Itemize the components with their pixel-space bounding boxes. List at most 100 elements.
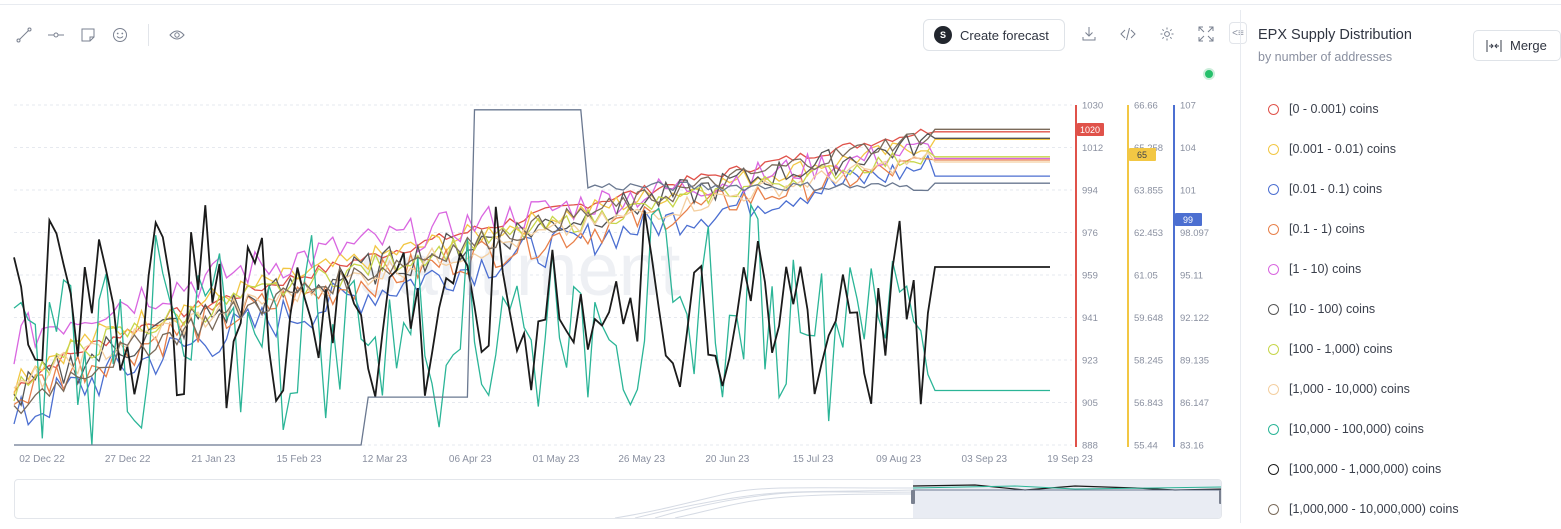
y-tick-label: 888 [1082, 441, 1098, 452]
axis-value-badge [1175, 213, 1202, 226]
axis-value-badge-label: 99 [1183, 215, 1193, 225]
y-tick-label: 59.648 [1134, 313, 1163, 324]
merge-button[interactable]: Merge [1473, 30, 1561, 61]
series-line[interactable] [13, 205, 1050, 409]
series-line[interactable] [13, 132, 1050, 407]
x-tick-label: 21 Jan 23 [191, 454, 235, 465]
y-tick-label: 66.66 [1134, 101, 1158, 112]
legend-marker-icon [1268, 503, 1279, 515]
series-legend: [0 - 0.001) coins [0.001 - 0.01) coins [0.… [1268, 89, 1459, 529]
legend-marker-icon [1268, 183, 1279, 195]
y-tick-label: 89.135 [1180, 356, 1209, 367]
panel-subtitle: by number of addresses [1258, 50, 1393, 64]
y-tick-label: 61.05 [1134, 271, 1158, 282]
series-line[interactable] [13, 202, 1050, 446]
legend-item[interactable]: [0 - 0.001) coins [1268, 89, 1459, 129]
collapse-panel-icon[interactable]: <≡ [1229, 22, 1247, 44]
y-tick-label: 959 [1082, 271, 1098, 282]
create-forecast-button[interactable]: S Create forecast [923, 19, 1065, 51]
legend-marker-icon [1268, 463, 1279, 475]
supply-distribution-chart[interactable]: santiment 103010129949769599419239058881… [0, 90, 1230, 475]
legend-marker-icon [1268, 223, 1279, 235]
download-icon[interactable] [1080, 24, 1098, 44]
live-status-indicator [1203, 68, 1215, 80]
legend-item[interactable]: [0.01 - 0.1) coins [1268, 169, 1459, 209]
legend-item[interactable]: [100 - 1,000) coins [1268, 329, 1459, 369]
create-forecast-label: Create forecast [960, 27, 1049, 43]
legend-item[interactable]: [1 - 10) coins [1268, 249, 1459, 289]
top-border [0, 0, 1561, 5]
toolbar-separator [148, 24, 149, 46]
y-tick-label: 92.122 [1180, 313, 1209, 324]
legend-marker-icon [1268, 263, 1279, 275]
series-line[interactable] [13, 141, 1050, 365]
y-tick-label: 107 [1180, 101, 1196, 112]
emoji-icon[interactable] [110, 25, 130, 45]
eye-icon[interactable] [167, 25, 187, 45]
x-tick-label: 09 Aug 23 [876, 454, 921, 465]
legend-marker-icon [1268, 143, 1279, 155]
santiment-logo-icon: S [934, 26, 952, 44]
legend-label: [10,000 - 100,000) coins [1289, 422, 1424, 436]
navigator-handle-right[interactable] [1219, 490, 1222, 504]
legend-label: [0.01 - 0.1) coins [1289, 182, 1383, 196]
series-line[interactable] [14, 109, 1050, 446]
legend-item[interactable]: [1,000 - 10,000) coins [1268, 369, 1459, 409]
legend-item[interactable]: [10,000 - 100,000) coins [1268, 409, 1459, 449]
y-tick-label: 104 [1180, 143, 1196, 154]
chart-actions [1080, 24, 1215, 44]
fullscreen-icon[interactable] [1197, 24, 1215, 44]
y-tick-label: 905 [1082, 398, 1098, 409]
line-tool-icon[interactable] [14, 25, 34, 45]
gear-icon[interactable] [1158, 24, 1176, 44]
x-tick-label: 26 May 23 [618, 454, 665, 465]
navigator-series [614, 487, 1221, 518]
y-tick-label: 976 [1082, 228, 1098, 239]
axis-value-badge [1129, 148, 1156, 161]
y-tick-label: 58.245 [1134, 356, 1163, 367]
series-line[interactable] [13, 150, 1050, 402]
y-tick-label: 994 [1082, 186, 1098, 197]
y-tick-label: 55.44 [1134, 441, 1158, 452]
range-navigator[interactable] [14, 479, 1222, 519]
series-line[interactable] [13, 138, 1050, 395]
legend-item[interactable]: [100,000 - 1,000,000) coins [1268, 449, 1459, 489]
x-tick-label: 15 Feb 23 [276, 454, 321, 465]
y-tick-label: 56.843 [1134, 398, 1163, 409]
note-icon[interactable] [78, 25, 98, 45]
panel-divider [1240, 10, 1241, 523]
series-line[interactable] [13, 128, 1050, 415]
series-layer [13, 109, 1050, 446]
legend-label: [1,000,000 - 10,000,000) coins [1289, 502, 1459, 516]
x-tick-label: 02 Dec 22 [19, 454, 65, 465]
legend-label: [100,000 - 1,000,000) coins [1289, 462, 1442, 476]
navigator-handle-left[interactable] [911, 490, 915, 504]
y-tick-label: 101 [1180, 186, 1196, 197]
merge-icon [1486, 39, 1502, 52]
y-tick-label: 62.453 [1134, 228, 1163, 239]
axis-value-badge-label: 65 [1137, 150, 1147, 160]
x-tick-label: 03 Sep 23 [962, 454, 1008, 465]
horizontal-line-icon[interactable] [46, 25, 66, 45]
x-axis: 02 Dec 22 27 Dec 22 21 Jan 23 15 Feb 23 12 M… [19, 454, 1093, 465]
x-tick-label: 06 Apr 23 [449, 454, 492, 465]
legend-label: [1 - 10) coins [1289, 262, 1362, 276]
x-tick-label: 27 Dec 22 [105, 454, 151, 465]
legend-label: [1,000 - 10,000) coins [1289, 382, 1410, 396]
x-tick-label: 15 Jul 23 [793, 454, 834, 465]
series-line[interactable] [13, 154, 1050, 427]
legend-marker-icon [1268, 423, 1279, 435]
legend-item[interactable]: [1,000,000 - 10,000,000) coins [1268, 489, 1459, 529]
legend-marker-icon [1268, 303, 1279, 315]
embed-code-icon[interactable] [1119, 24, 1137, 44]
y-tick-label: 1030 [1082, 101, 1103, 112]
legend-label: [100 - 1,000) coins [1289, 342, 1393, 356]
axes-layer: 1030 1012 994 976 959 941 923 905 888 1020 66.66 65… [1075, 101, 1209, 452]
series-line[interactable] [13, 151, 1050, 390]
x-tick-label: 20 Jun 23 [705, 454, 749, 465]
x-tick-label: 01 May 23 [533, 454, 580, 465]
legend-item[interactable]: [0.1 - 1) coins [1268, 209, 1459, 249]
legend-item[interactable]: [10 - 100) coins [1268, 289, 1459, 329]
merge-label: Merge [1510, 38, 1547, 53]
legend-item[interactable]: [0.001 - 0.01) coins [1268, 129, 1459, 169]
